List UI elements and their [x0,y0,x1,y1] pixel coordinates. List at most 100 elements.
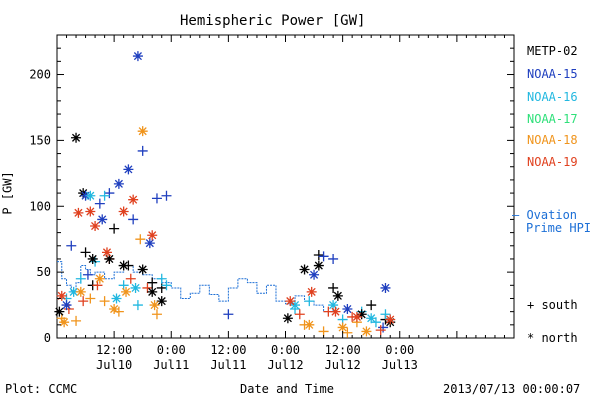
north-marker-noaa-19 [90,221,101,232]
south-marker-metp-02 [156,282,167,293]
x-tick-label-time: 0:00 [385,343,414,357]
marker-legend-north: * north [527,331,578,345]
north-marker-noaa-16 [290,300,301,311]
south-marker-noaa-16 [380,309,391,320]
north-marker-noaa-18 [59,317,70,328]
south-marker-metp-02 [313,250,324,261]
south-marker-metp-02 [366,300,377,311]
north-marker-noaa-16 [68,286,79,297]
north-marker-noaa-15 [61,300,72,311]
north-marker-noaa-15 [97,214,108,225]
x-tick-label-time: 0:00 [271,343,300,357]
y-tick-label: 0 [44,331,51,345]
x-tick-label-date: Jul11 [153,358,189,372]
north-marker-noaa-16 [85,190,96,201]
south-marker-noaa-16 [99,190,110,201]
x-tick-label-date: Jul13 [382,358,418,372]
south-marker-noaa-18 [135,234,146,245]
north-marker-noaa-18 [149,300,160,311]
south-marker-noaa-18 [85,293,96,304]
south-marker-noaa-15 [128,214,139,225]
south-marker-metp-02 [80,247,91,258]
south-marker-noaa-15 [328,253,339,264]
north-marker-noaa-19 [351,311,362,322]
south-marker-noaa-18 [71,315,82,326]
south-marker-noaa-16 [304,296,315,307]
legend-item-noaa-19: NOAA-19 [527,155,578,169]
plot-timestamp: 2013/07/13 00:00:07 [443,382,581,396]
north-marker-noaa-16 [328,300,339,311]
legend-item-noaa-18: NOAA-18 [527,133,578,147]
x-tick-label-date: Jul10 [96,358,132,372]
north-marker-metp-02 [137,264,148,275]
south-marker-noaa-19 [78,296,89,307]
south-marker-noaa-16 [75,273,86,284]
legend-item-metp-02: METP-02 [527,44,578,58]
south-marker-noaa-16 [156,273,167,284]
north-marker-noaa-19 [330,306,341,317]
south-marker-noaa-15 [151,193,162,204]
north-marker-noaa-15 [132,51,143,62]
north-marker-noaa-19 [128,194,139,205]
north-marker-noaa-15 [309,269,320,280]
north-marker-noaa-19 [85,206,96,217]
north-marker-noaa-15 [144,238,155,249]
south-marker-noaa-16 [132,300,143,311]
south-marker-noaa-15 [104,188,115,199]
y-axis-label: P [GW] [0,171,15,215]
north-marker-metp-02 [313,260,324,271]
y-tick-label: 50 [37,265,51,279]
north-marker-noaa-16 [366,313,377,324]
y-tick-label: 100 [29,199,51,213]
north-marker-noaa-18 [94,273,105,284]
north-marker-noaa-15 [113,178,124,189]
north-marker-noaa-19 [385,314,396,325]
north-marker-noaa-18 [337,322,348,333]
data-markers-layer [54,51,396,338]
south-marker-noaa-18 [113,306,124,317]
north-marker-noaa-18 [361,326,372,337]
plot-credit: Plot: CCMC [5,382,78,396]
x-tick-label-date: Jul12 [325,358,361,372]
south-marker-noaa-18 [342,327,353,338]
south-marker-noaa-19 [125,273,136,284]
y-tick-label: 150 [29,133,51,147]
south-marker-noaa-19 [375,325,386,336]
north-marker-noaa-19 [306,286,317,297]
x-tick-label-time: 12:00 [210,343,246,357]
north-marker-metp-02 [147,286,158,297]
legend-item-noaa-17: NOAA-17 [527,112,578,126]
south-marker-noaa-15 [223,309,234,320]
north-marker-metp-02 [104,253,115,264]
north-marker-noaa-19 [118,206,129,217]
north-marker-noaa-18 [137,126,148,137]
north-marker-metp-02 [87,253,98,264]
north-marker-noaa-19 [101,247,112,258]
south-marker-noaa-15 [66,240,77,251]
x-tick-label-date: Jul11 [210,358,246,372]
north-marker-metp-02 [299,264,310,275]
north-marker-noaa-19 [147,230,158,241]
south-marker-metp-02 [147,277,158,288]
north-marker-noaa-15 [380,282,391,293]
y-tick-label: 200 [29,68,51,82]
south-marker-noaa-19 [294,309,305,320]
south-marker-noaa-18 [151,309,162,320]
ovation-line [57,261,334,313]
north-marker-metp-02 [156,296,167,307]
legend-item-noaa-16: NOAA-16 [527,90,578,104]
north-marker-noaa-18 [109,304,120,315]
south-marker-metp-02 [328,282,339,293]
south-marker-noaa-18 [99,296,110,307]
south-marker-noaa-16 [161,280,172,291]
north-marker-metp-02 [356,309,367,320]
south-marker-noaa-15 [82,269,93,280]
legend-item-noaa-15: NOAA-15 [527,67,578,81]
chart-title: Hemispheric Power [GW] [180,13,366,29]
north-marker-noaa-18 [121,286,132,297]
axis-ticks-layer: 05010015020012:00Jul100:00Jul1112:00Jul1… [29,34,515,372]
ovation-legend-line1: — Ovation [512,208,578,222]
north-marker-noaa-16 [111,293,122,304]
marker-legend-south: + south [527,298,578,312]
north-marker-noaa-15 [123,164,134,175]
